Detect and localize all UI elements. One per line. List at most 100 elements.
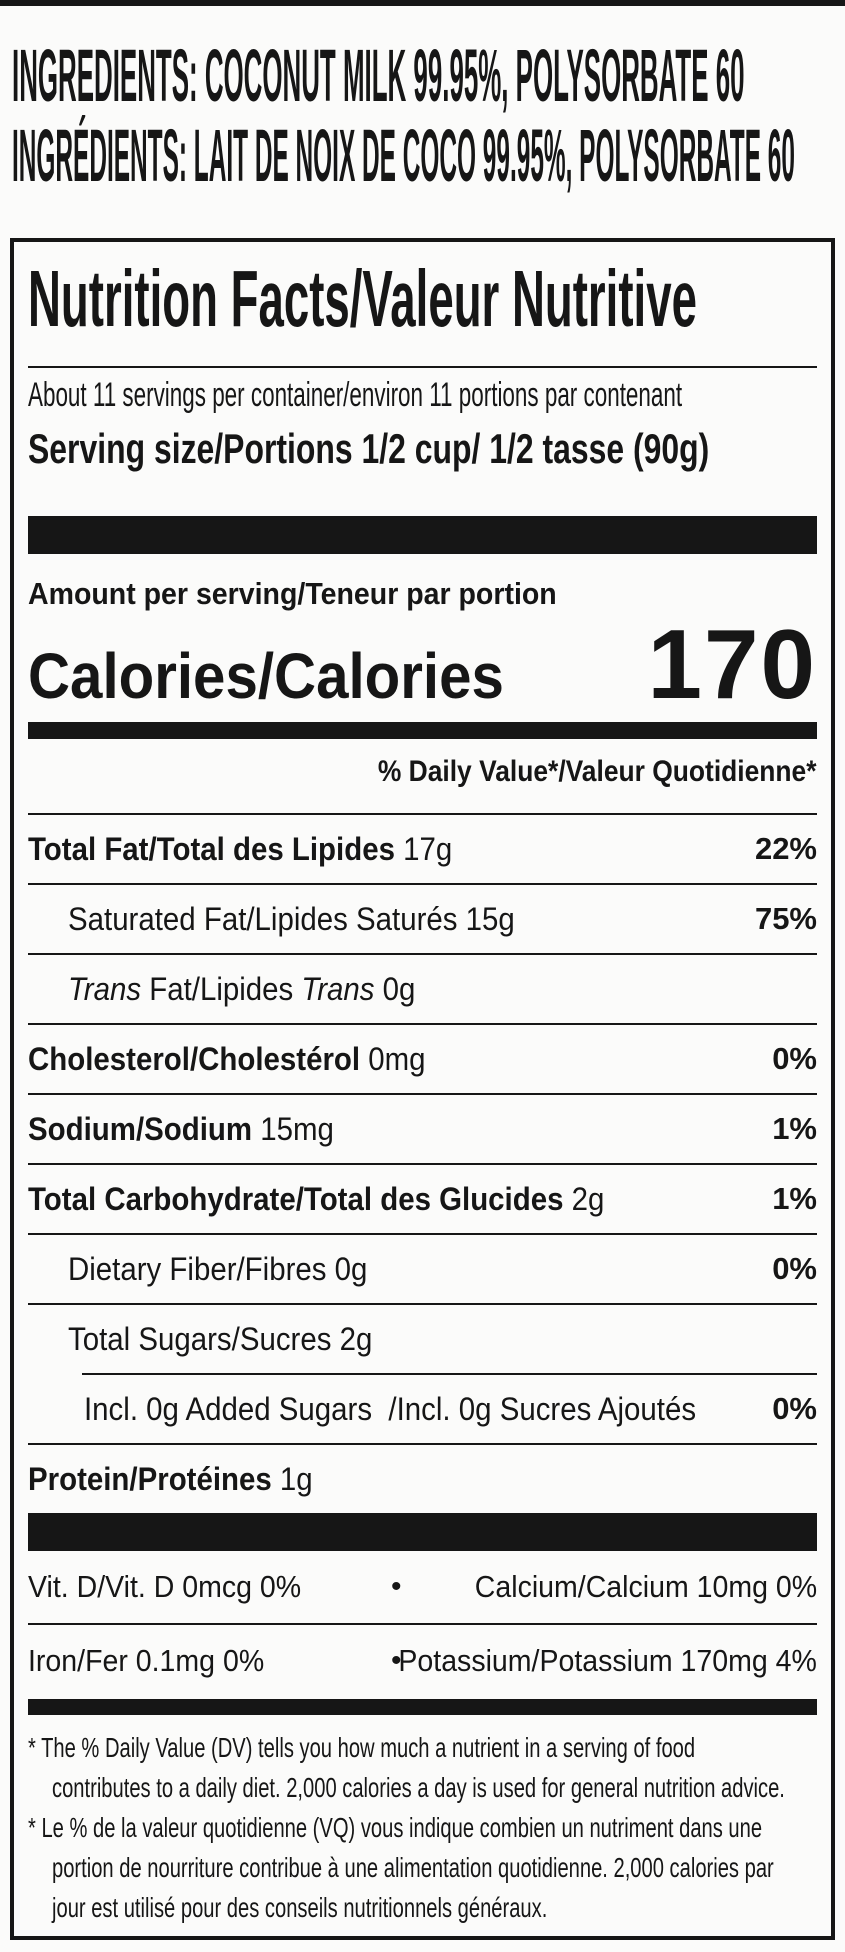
- nutrient-row-protein: Protein/Protéines 1g: [28, 1445, 817, 1513]
- divider-rule: [82, 1373, 817, 1375]
- footnote-line-5: jour est utilisé pour des conseils nutri…: [28, 1888, 817, 1928]
- daily-value-percent-total-fat: 22%: [754, 831, 817, 866]
- nutrient-label-part: 15mg: [252, 1111, 334, 1147]
- divider-rule: [28, 1623, 817, 1625]
- nutrient-label-part: 2g: [563, 1181, 605, 1217]
- divider-rule: [28, 1233, 817, 1235]
- daily-value-header: % Daily Value*/Valeur Quotidienne*: [28, 739, 817, 813]
- nutrient-label-total-carbohydrate: Total Carbohydrate/Total des Glucides 2g: [28, 1182, 604, 1216]
- ingredients-text-fr: INGRÉDIENTS: LAIT DE NOIX DE COCO 99.95%…: [12, 114, 795, 197]
- nutrient-label-part: 1g: [271, 1461, 313, 1497]
- mineral-right-text-iron-potassium: Potassium/Potassium 170mg 4%: [398, 1643, 817, 1678]
- nutrient-label-part: Dietary Fiber/Fibres 0g: [68, 1251, 368, 1287]
- daily-value-percent-cholesterol: 0%: [772, 1041, 817, 1076]
- amount-per-serving: Amount per serving/Teneur par portion: [28, 576, 817, 612]
- top-edge-bar: [0, 0, 845, 6]
- separator-bar-medium: [28, 722, 817, 739]
- separator-bar-thick: [28, 516, 817, 554]
- panel-title-text: Nutrition Facts/Valeur Nutritive: [28, 254, 697, 343]
- nutrient-label-part: 0mg: [360, 1041, 426, 1077]
- divider-rule: [28, 813, 817, 815]
- divider-rule: [28, 366, 817, 368]
- daily-value-percent-total-carbohydrate: 1%: [772, 1181, 817, 1216]
- mineral-row-iron-potassium: Iron/Fer 0.1mg 0% • Potassium/Potassium 17…: [28, 1625, 817, 1697]
- calories-label-text: Calories/Calories: [28, 640, 504, 712]
- divider-rule: [28, 1093, 817, 1095]
- divider-rule: [28, 1163, 817, 1165]
- nutrient-label-saturated-fat: Saturated Fat/Lipides Saturés 15g: [68, 902, 515, 936]
- nutrient-label-part: Trans: [68, 971, 142, 1007]
- nutrient-row-added-sugars: Incl. 0g Added Sugars /Incl. 0g Sucres A…: [28, 1375, 817, 1443]
- nutrient-label-part: Total Sugars/Sucres 2g: [68, 1321, 373, 1357]
- separator-bar-thin: [28, 1699, 817, 1715]
- nutrient-row-saturated-fat: Saturated Fat/Lipides Saturés 15g 75%: [28, 885, 817, 953]
- footnote-text-1: * The % Daily Value (DV) tells you how m…: [28, 1732, 696, 1763]
- ingredients-section: INGREDIENTS: COCONUT MILK 99.95%, POLYSO…: [12, 36, 845, 196]
- divider-rule: [28, 883, 817, 885]
- nutrient-label-part: Trans: [301, 971, 375, 1007]
- nutrient-row-cholesterol: Cholesterol/Cholestérol 0mg 0%: [28, 1025, 817, 1093]
- nutrient-label-dietary-fiber: Dietary Fiber/Fibres 0g: [68, 1252, 367, 1286]
- footnote-text-3: * Le % de la valeur quotidienne (VQ) vou…: [28, 1812, 763, 1843]
- mineral-left-iron-potassium: Iron/Fer 0.1mg 0%: [28, 1643, 265, 1678]
- servings-per-container: About 11 servings per container/environ …: [28, 372, 817, 418]
- nutrient-label-part: Total Carbohydrate/Total des Glucides: [28, 1181, 564, 1217]
- nutrient-label-part: Sodium/Sodium: [28, 1111, 253, 1147]
- footnote-text-4: portion de nourriture contribue à une al…: [52, 1852, 774, 1883]
- nutrient-row-total-fat: Total Fat/Total des Lipides 17g 22%: [28, 815, 817, 883]
- nutrient-label-part: 0g: [374, 971, 416, 1007]
- separator-bar-thick: [28, 1513, 817, 1551]
- serving-size: Serving size/Portions 1/2 cup/ 1/2 tasse…: [28, 422, 817, 476]
- nutrient-label-sodium: Sodium/Sodium 15mg: [28, 1112, 334, 1146]
- panel-title: Nutrition Facts/Valeur Nutritive: [28, 242, 817, 348]
- nutrient-label-part: Total Fat/Total des Lipides: [28, 831, 395, 867]
- mineral-left-vitamin-d-calcium: Vit. D/Vit. D 0mcg 0%: [28, 1569, 302, 1604]
- footnotes: * The % Daily Value (DV) tells you how m…: [28, 1715, 817, 1936]
- ingredients-line-en: INGREDIENTS: COCONUT MILK 99.95%, POLYSO…: [12, 36, 845, 116]
- nutrition-facts-panel: Nutrition Facts/Valeur Nutritive About 1…: [10, 238, 835, 1940]
- nutrient-label-part: Fat/Lipides: [141, 971, 302, 1007]
- nutrient-label-part: Incl. 0g Added Sugars /Incl. 0g Sucres A…: [84, 1391, 697, 1427]
- daily-value-percent-sodium: 1%: [772, 1111, 817, 1146]
- nutrient-label-total-sugars: Total Sugars/Sucres 2g: [68, 1322, 372, 1356]
- servings-per-container-text: About 11 servings per container/environ …: [28, 376, 683, 414]
- nutrient-row-sodium: Sodium/Sodium 15mg 1%: [28, 1095, 817, 1163]
- calories-row: Calories/Calories 170: [28, 612, 817, 716]
- calories-value: 170: [647, 609, 817, 719]
- nutrient-row-dietary-fiber: Dietary Fiber/Fibres 0g 0%: [28, 1235, 817, 1303]
- nutrient-label-part: Cholesterol/Cholestérol: [28, 1041, 361, 1077]
- nutrient-row-total-sugars: Total Sugars/Sucres 2g: [28, 1305, 817, 1373]
- nutrient-rows: Total Fat/Total des Lipides 17g 22% Satura…: [28, 815, 817, 1513]
- amount-per-serving-text: Amount per serving/Teneur par portion: [28, 576, 557, 611]
- nutrient-row-total-carbohydrate: Total Carbohydrate/Total des Glucides 2g…: [28, 1165, 817, 1233]
- nutrient-label-part: Protein/Protéines: [28, 1461, 272, 1497]
- ingredients-text-en: INGREDIENTS: COCONUT MILK 99.95%, POLYSO…: [12, 34, 745, 117]
- nutrient-label-part: Saturated Fat/Lipides Saturés 15g: [68, 901, 515, 937]
- mineral-right-iron-potassium: Potassium/Potassium 170mg 4%: [362, 1643, 817, 1679]
- vitamins-minerals-rows: Vit. D/Vit. D 0mcg 0% • Calcium/Calcium 10…: [28, 1551, 817, 1697]
- footnote-line-2: contributes to a daily diet. 2,000 calor…: [28, 1768, 817, 1808]
- mineral-right-text-vitamin-d-calcium: Calcium/Calcium 10mg 0%: [474, 1569, 817, 1604]
- calories-label: Calories/Calories: [28, 639, 551, 713]
- nutrient-label-part: 17g: [394, 831, 453, 867]
- nutrient-label-protein: Protein/Protéines 1g: [28, 1462, 313, 1496]
- nutrient-label-total-fat: Total Fat/Total des Lipides 17g: [28, 832, 452, 866]
- footnote-line-1: * The % Daily Value (DV) tells you how m…: [28, 1728, 817, 1768]
- bullet-separator: •: [390, 1644, 402, 1677]
- divider-rule: [28, 1443, 817, 1445]
- footnote-text-2: contributes to a daily diet. 2,000 calor…: [52, 1772, 785, 1803]
- divider-rule: [28, 1303, 817, 1305]
- divider-rule: [28, 1023, 817, 1025]
- daily-value-percent-saturated-fat: 75%: [754, 901, 817, 936]
- serving-size-text: Serving size/Portions 1/2 cup/ 1/2 tasse…: [28, 425, 710, 472]
- nutrient-label-added-sugars: Incl. 0g Added Sugars /Incl. 0g Sucres A…: [84, 1392, 696, 1426]
- mineral-right-vitamin-d-calcium: Calcium/Calcium 10mg 0%: [445, 1569, 817, 1605]
- daily-value-percent-dietary-fiber: 0%: [772, 1251, 817, 1286]
- bullet-separator: •: [390, 1570, 402, 1603]
- ingredients-line-fr: INGRÉDIENTS: LAIT DE NOIX DE COCO 99.95%…: [12, 116, 845, 196]
- footnote-line-3: * Le % de la valeur quotidienne (VQ) vou…: [28, 1808, 817, 1848]
- mineral-row-vitamin-d-calcium: Vit. D/Vit. D 0mcg 0% • Calcium/Calcium 10…: [28, 1551, 817, 1623]
- daily-value-percent-added-sugars: 0%: [772, 1391, 817, 1426]
- nutrient-row-trans-fat: Trans Fat/Lipides Trans 0g: [28, 955, 817, 1023]
